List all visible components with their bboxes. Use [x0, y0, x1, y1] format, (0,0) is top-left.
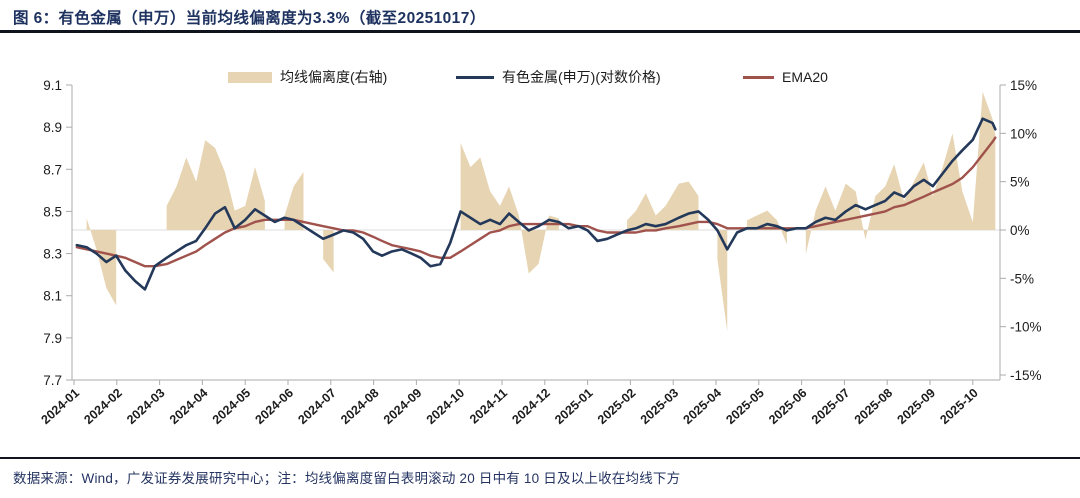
legend-item-ema20: EMA20 — [743, 66, 828, 88]
svg-text:8.5: 8.5 — [43, 204, 62, 219]
svg-text:8.7: 8.7 — [43, 162, 62, 177]
legend-item-price: 有色金属(申万)(对数价格) — [456, 66, 661, 88]
svg-text:2025-01: 2025-01 — [552, 386, 595, 427]
svg-text:-5%: -5% — [1010, 271, 1034, 286]
legend-label: 有色金属(申万)(对数价格) — [502, 69, 661, 85]
svg-text:2025-06: 2025-06 — [766, 386, 809, 427]
svg-text:8.3: 8.3 — [43, 247, 62, 262]
svg-text:8.1: 8.1 — [43, 289, 62, 304]
chart-legend: 均线偏离度(右轴) 有色金属(申万)(对数价格) EMA20 — [0, 66, 1080, 88]
svg-text:2024-11: 2024-11 — [467, 386, 510, 427]
svg-text:5%: 5% — [1010, 175, 1030, 190]
svg-text:2024-02: 2024-02 — [81, 386, 124, 427]
svg-text:2025-07: 2025-07 — [809, 386, 852, 427]
svg-text:10%: 10% — [1010, 126, 1037, 141]
svg-text:-15%: -15% — [1010, 368, 1042, 383]
svg-text:2024-04: 2024-04 — [167, 386, 210, 427]
svg-text:0%: 0% — [1010, 223, 1030, 238]
svg-text:15%: 15% — [1010, 78, 1037, 93]
svg-text:7.9: 7.9 — [43, 331, 62, 346]
legend-label: 均线偏离度(右轴) — [280, 69, 388, 85]
ema20-line-swatch — [743, 75, 774, 79]
svg-text:2024-06: 2024-06 — [253, 386, 296, 427]
figure-title: 图 6：有色金属（申万）当前均线偏离度为3.3%（截至20251017） — [13, 10, 486, 27]
svg-text:2025-05: 2025-05 — [723, 386, 766, 427]
svg-text:2025-02: 2025-02 — [595, 386, 638, 427]
svg-text:2024-07: 2024-07 — [295, 386, 338, 427]
price-line-swatch — [456, 75, 494, 79]
svg-text:2024-09: 2024-09 — [381, 386, 424, 427]
svg-text:2024-08: 2024-08 — [338, 386, 381, 427]
svg-text:2024-10: 2024-10 — [424, 386, 467, 427]
deviation-area-swatch — [228, 71, 272, 83]
source-note: 数据来源：Wind，广发证券发展研究中心；注：均线偏离度留白表明滚动 20 日中… — [13, 471, 681, 486]
legend-label: EMA20 — [782, 69, 828, 85]
legend-item-deviation: 均线偏离度(右轴) — [228, 66, 387, 88]
svg-text:2025-08: 2025-08 — [852, 386, 895, 427]
svg-text:9.1: 9.1 — [43, 78, 62, 93]
svg-text:-10%: -10% — [1010, 320, 1042, 335]
svg-text:2024-05: 2024-05 — [210, 386, 253, 427]
svg-text:2024-12: 2024-12 — [509, 386, 552, 427]
svg-text:2024-03: 2024-03 — [124, 386, 167, 427]
footer-divider — [0, 457, 1080, 459]
svg-text:8.9: 8.9 — [43, 120, 62, 135]
svg-text:7.7: 7.7 — [43, 373, 62, 388]
svg-text:2024-01: 2024-01 — [39, 386, 82, 427]
svg-text:2025-04: 2025-04 — [681, 386, 724, 427]
svg-text:2025-10: 2025-10 — [937, 386, 980, 427]
svg-text:2025-09: 2025-09 — [895, 386, 938, 427]
svg-text:2025-03: 2025-03 — [638, 386, 681, 427]
title-divider — [0, 30, 1080, 33]
